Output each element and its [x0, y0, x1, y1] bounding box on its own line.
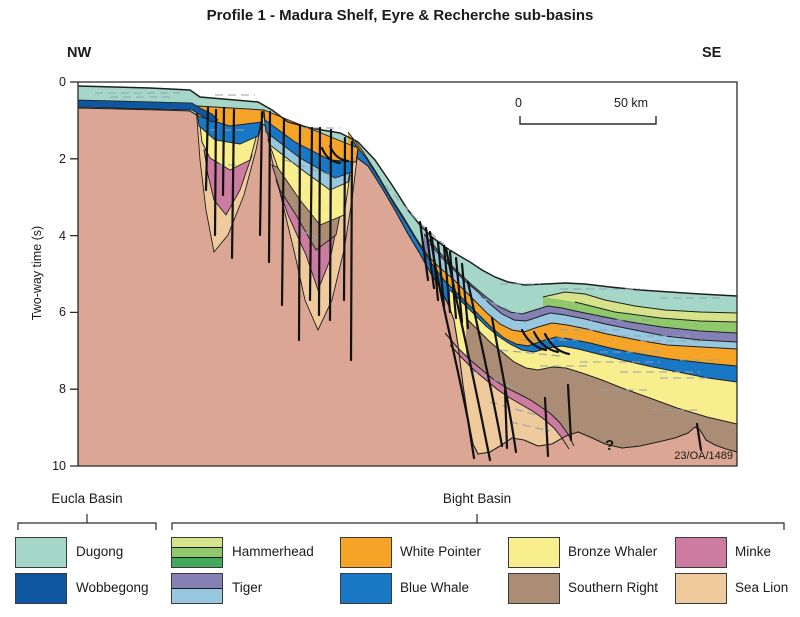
swatch-color — [172, 538, 222, 547]
fault-line — [490, 316, 518, 454]
y-tick-10: 10 — [52, 459, 66, 473]
legend-swatch-southern-right — [508, 573, 560, 604]
eucla-bracket — [17, 514, 157, 530]
legend-label-white-pointer: White Pointer — [400, 544, 482, 559]
boundary-hammerhead-inner — [574, 301, 737, 323]
legend-swatch-minke — [675, 537, 727, 568]
scale-bar-start: 0 — [515, 96, 522, 110]
y-axis-label: Two-way time (s) — [30, 225, 44, 321]
reflector — [95, 92, 255, 98]
swatch-color — [341, 538, 391, 567]
boundary-white-pointer — [347, 131, 737, 350]
figure-number: 23/OA/1489 — [674, 450, 733, 462]
legend-label-southern-right: Southern Right — [568, 580, 659, 595]
legend-label-blue-whale: Blue Whale — [400, 580, 470, 595]
cross-section-body — [78, 85, 737, 466]
reflector — [479, 296, 690, 337]
boundary-hammerhead — [542, 291, 737, 314]
reflector — [469, 369, 700, 432]
swatch-color — [172, 557, 222, 567]
boundary-southern-right — [465, 317, 737, 425]
plot-border — [77, 81, 738, 467]
faults — [204, 106, 703, 462]
y-tick-8: 8 — [59, 382, 66, 396]
legend-swatch-blue-whale — [340, 573, 392, 604]
swatch-color — [16, 574, 66, 603]
swatch-color — [172, 547, 222, 557]
fault-line — [204, 106, 236, 260]
swatch-color — [676, 538, 726, 567]
legend-swatch-wobbegong — [15, 573, 67, 604]
query-mark: ? — [605, 437, 615, 454]
legend-label-dugong: Dugong — [76, 544, 124, 559]
y-tick-4: 4 — [59, 229, 66, 243]
fault-line — [258, 110, 302, 342]
legend-swatch-tiger — [171, 573, 223, 604]
legend-label-minke: Minke — [735, 544, 772, 559]
legend-label-wobbegong: Wobbegong — [76, 580, 149, 595]
y-tick-6: 6 — [59, 305, 66, 319]
legend-group-bight-basin: Bight Basin — [442, 491, 512, 506]
y-tick-0: 0 — [59, 75, 66, 89]
fault-line — [308, 126, 354, 362]
se-label: SE — [702, 45, 722, 61]
fault-line — [503, 383, 573, 458]
fault-line — [466, 280, 504, 448]
fault-line — [444, 246, 492, 462]
boundary-blue-whale — [351, 139, 737, 367]
reflector — [499, 349, 710, 379]
y-tick-2: 2 — [59, 152, 66, 166]
scale-bar — [519, 116, 657, 125]
legend-group-eucla-basin: Eucla Basin — [51, 491, 123, 506]
fault-line — [320, 144, 350, 165]
legend-swatch-dugong — [15, 537, 67, 568]
scale-bar-end: 50 km — [614, 96, 649, 110]
fault-line — [520, 328, 571, 356]
figure-title: Profile 1 - Madura Shelf, Eyre & Recherc… — [206, 7, 594, 24]
swatch-color — [341, 574, 391, 603]
legend-label-hammerhead: Hammerhead — [232, 544, 314, 559]
swatch-color — [172, 574, 222, 588]
swatch-color — [509, 538, 559, 567]
fault-line — [428, 230, 476, 460]
reflector — [210, 129, 331, 243]
legend-label-sea-lion: Sea Lion — [735, 580, 789, 595]
graben-white-pointer — [195, 105, 265, 127]
legend-label-bronze-whaler: Bronze Whaler — [568, 544, 658, 559]
bight-bracket — [171, 514, 785, 530]
reflector — [520, 339, 720, 361]
legend-brackets — [17, 514, 785, 530]
swatch-color — [509, 574, 559, 603]
swatch-color — [676, 574, 726, 603]
graben-cluster-east — [263, 109, 359, 332]
axis-ticks — [70, 81, 78, 467]
legend-label-tiger: Tiger — [232, 580, 263, 595]
legend-swatch-bronze-whaler — [508, 537, 560, 568]
swatch-color — [172, 588, 222, 603]
legend-swatch-hammerhead — [171, 537, 223, 568]
plot-frame — [70, 81, 738, 467]
nw-label: NW — [67, 45, 92, 61]
fault-line — [695, 422, 703, 452]
legend-swatch-white-pointer — [340, 537, 392, 568]
reflector — [384, 184, 451, 251]
swatch-color — [16, 538, 66, 567]
legend-swatch-sea-lion — [675, 573, 727, 604]
